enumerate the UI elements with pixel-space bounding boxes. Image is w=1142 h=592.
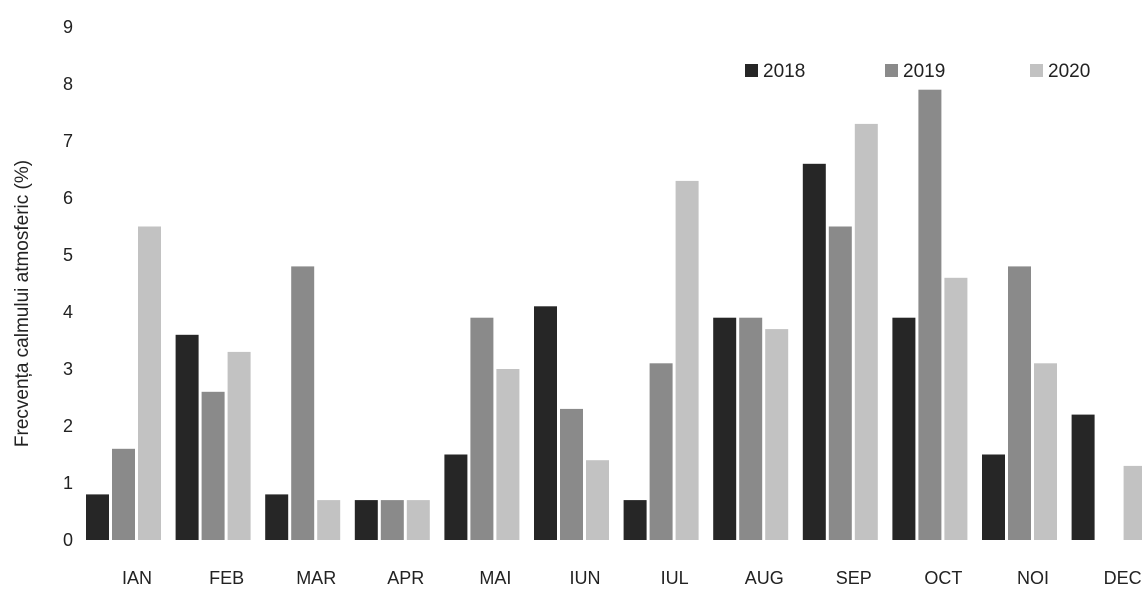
bar-2020-iul [675,180,699,540]
bar-2020-oct [944,277,968,540]
bar-2019-mar [291,266,315,540]
y-axis-ticks: 0 1 2 3 4 5 6 7 8 9 [63,17,73,550]
bar-2020-sep [854,123,878,541]
bar-2018-sep [802,163,826,541]
bar-2019-ian [112,448,135,540]
legend-swatch-2018 [745,64,758,77]
y-tick-label: 8 [63,74,73,94]
bar-2018-iun [534,306,557,540]
y-tick-label: 6 [63,188,73,208]
bar-2018-aug [713,317,737,540]
bar-2018-oct [892,317,916,540]
bar-2018-feb [175,334,199,540]
x-tick-label: IAN [122,568,152,588]
bar-2020-mai [496,369,520,540]
bar-2018-mai [444,454,468,540]
y-tick-label: 5 [63,245,73,265]
legend-label-2020: 2020 [1048,61,1090,82]
bar-2018-iul [623,500,647,540]
x-tick-label: APR [387,568,424,588]
x-tick-label: AUG [745,568,784,588]
x-axis-ticks: IAN FEB MAR APR MAI IUN IUL AUG SEP OCT NOI DEC [122,568,1142,588]
x-tick-label: OCT [924,568,962,588]
legend-label-2018: 2018 [763,61,805,82]
y-axis-label: Frecvența calmului atmosferic (%) [12,160,33,447]
y-tick-label: 2 [63,416,73,436]
bar-2020-feb [227,351,251,540]
bar-2019-iul [649,363,673,540]
bar-2018-noi [982,454,1005,540]
bar-2019-apr [380,500,404,540]
bar-2019-mai [470,317,494,540]
bar-2020-apr [406,500,430,540]
bar-2020-noi [1034,363,1057,540]
x-tick-label: FEB [209,568,244,588]
bar-2020-iun [586,460,609,540]
y-tick-label: 7 [63,131,73,151]
bar-2019-feb [201,391,225,540]
bar-2018-ian [86,494,109,540]
y-tick-label: 0 [63,530,73,550]
bar-2020-mar [317,500,341,540]
bar-2019-noi [1008,266,1031,540]
x-tick-label: IUN [570,568,601,588]
x-tick-label: MAR [296,568,336,588]
bar-2019-aug [739,317,763,540]
y-tick-label: 9 [63,17,73,37]
y-tick-label: 3 [63,359,73,379]
x-tick-label: IUL [661,568,689,588]
legend-swatch-2020 [1030,64,1043,77]
bar-2018-mar [265,494,289,540]
legend-label-2019: 2019 [903,61,945,82]
bars [86,89,1142,541]
x-tick-label: MAI [479,568,511,588]
x-tick-label: DEC [1104,568,1142,588]
bar-2020-dec [1123,465,1142,540]
legend: 2018 2019 2020 [745,61,1090,82]
x-tick-label: NOI [1017,568,1049,588]
bar-2019-oct [918,89,942,540]
legend-swatch-2019 [885,64,898,77]
y-tick-label: 1 [63,473,73,493]
x-tick-label: SEP [836,568,872,588]
bar-2019-sep [828,226,852,540]
bar-2020-aug [765,329,789,540]
bar-2018-dec [1071,414,1095,540]
y-tick-label: 4 [63,302,73,322]
bar-2018-apr [354,500,378,540]
bar-2020-ian [138,226,161,540]
bar-2019-iun [560,408,583,540]
